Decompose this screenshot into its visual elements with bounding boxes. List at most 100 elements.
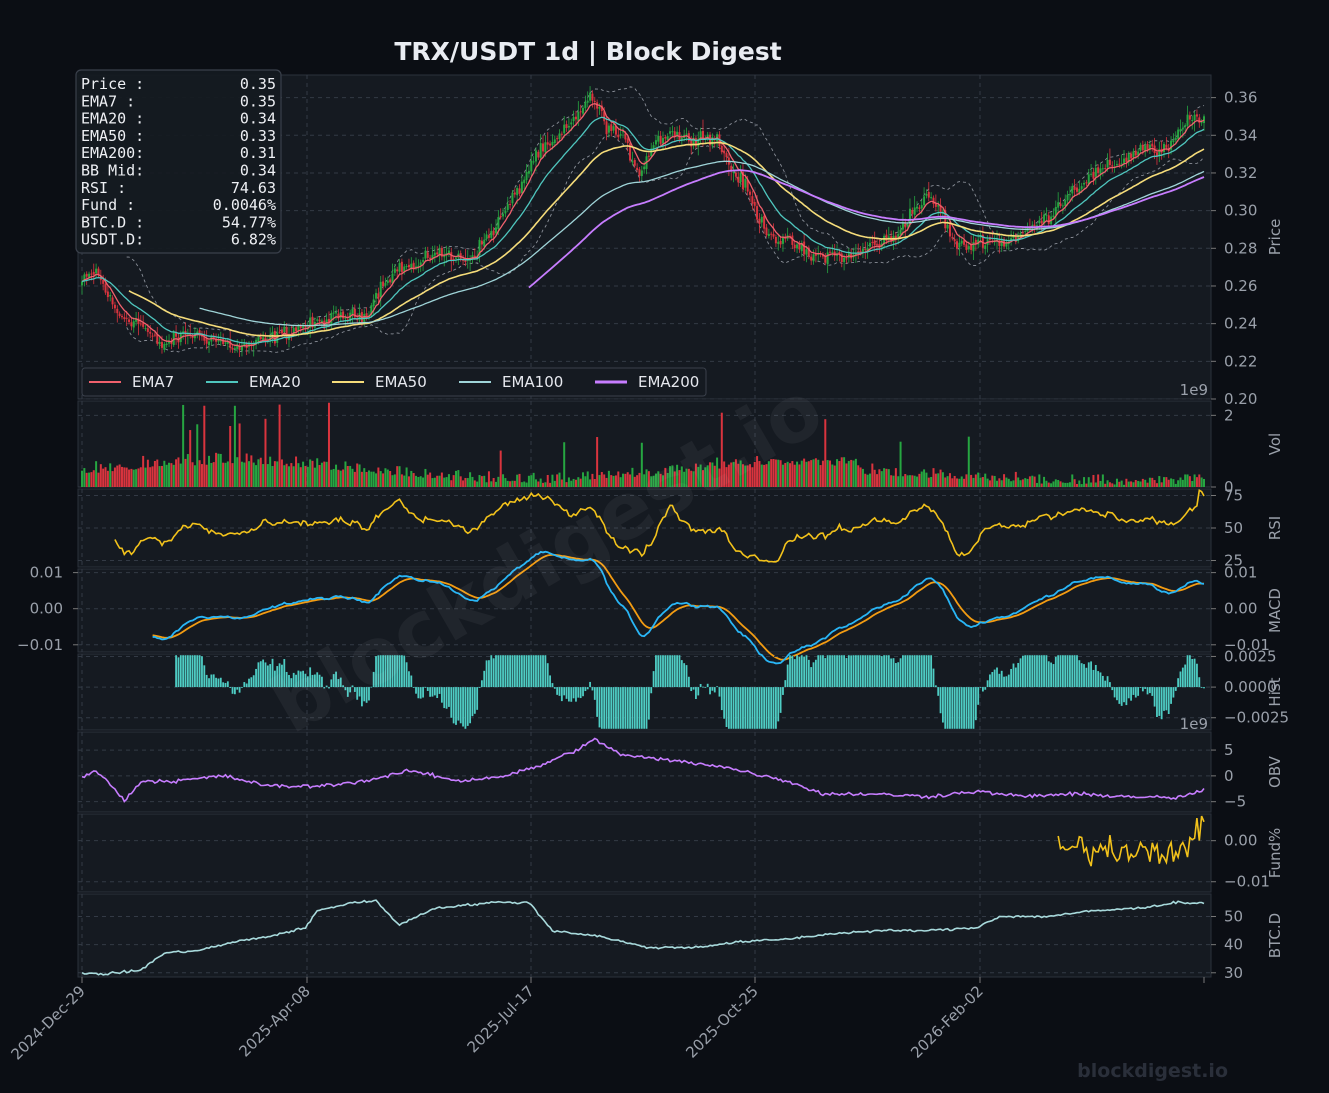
volume-bar (320, 462, 323, 487)
legend-frame (81, 367, 707, 397)
candle-body (335, 312, 338, 314)
volume-bar (965, 474, 968, 487)
hist-bar (1137, 687, 1140, 696)
volume-bar (610, 475, 613, 487)
volume-bar (567, 477, 570, 487)
hist-bar (782, 687, 784, 695)
candle-body (904, 222, 907, 228)
volume-bar (699, 464, 702, 487)
candle-body (135, 319, 138, 322)
volume-bar (504, 478, 507, 487)
hist-bar (415, 687, 417, 694)
hist-bar (306, 676, 309, 688)
hist-bar (297, 670, 300, 688)
volume-bar (948, 473, 951, 487)
volume-bar (953, 475, 956, 487)
volume-bar (403, 475, 406, 487)
volume-bar (144, 467, 147, 487)
candle-body (438, 248, 441, 256)
candle-body (128, 319, 131, 323)
volume-bar (1064, 482, 1067, 487)
hist-bar (706, 683, 709, 688)
volume-bar (1151, 477, 1154, 487)
candle-body (450, 252, 453, 261)
volume-bar (1085, 483, 1088, 487)
candle-body (318, 319, 321, 322)
volume-bar (530, 475, 533, 487)
hist-bar (904, 655, 907, 688)
volume-bar (184, 458, 187, 487)
candle-body (497, 217, 500, 230)
volume-bar (817, 459, 820, 487)
volume-bar (1195, 477, 1198, 487)
candle-body (1106, 159, 1109, 168)
candle-body (494, 227, 497, 234)
candle-body (384, 283, 387, 286)
volume-bar (189, 430, 192, 487)
hist-bar (520, 655, 523, 688)
hist-bar (629, 687, 631, 729)
hist-bar (1170, 687, 1172, 704)
candle-body (436, 252, 439, 255)
volume-bar (883, 468, 886, 487)
candle-body (817, 253, 820, 255)
hist-bar (262, 659, 265, 688)
candle-body (175, 332, 178, 337)
hist-bar (991, 672, 994, 688)
volume-bar (716, 457, 719, 487)
hist-bar (711, 687, 714, 691)
volume-bar (447, 474, 450, 487)
hist-bar (339, 677, 342, 688)
hist-bar (998, 673, 1001, 688)
hist-bar (419, 687, 422, 699)
hist-bar (944, 687, 947, 729)
candle-body (217, 340, 220, 342)
candle-body (657, 135, 660, 142)
volume-bar (473, 480, 476, 487)
volume-bar (1144, 479, 1147, 487)
hist-bar (911, 655, 914, 688)
hist-bar (266, 665, 269, 688)
candle-body (337, 313, 340, 319)
volume-bar (781, 464, 784, 487)
volume-bar (85, 472, 88, 487)
hist-bar (730, 687, 733, 729)
y-tick-label: 40 (1224, 936, 1243, 954)
hist-bar (255, 668, 257, 688)
volume-bar (1043, 476, 1046, 487)
volume-bar (1170, 478, 1173, 487)
candle-body (582, 107, 585, 114)
candle-body (492, 230, 495, 236)
volume-bar (1099, 480, 1102, 487)
hist-bar (1153, 687, 1156, 707)
candle-body (864, 248, 867, 250)
hist-bar (1113, 687, 1116, 698)
volume-bar (829, 460, 831, 487)
volume-bar (549, 482, 552, 487)
volume-bar (866, 474, 869, 487)
volume-bar (772, 459, 775, 487)
candle-body (749, 191, 752, 195)
hist-bar (462, 687, 464, 727)
hist-bar (960, 687, 963, 729)
hist-bar (252, 675, 255, 688)
candle-body (1087, 174, 1090, 185)
hist-bar (445, 687, 448, 709)
candle-body (339, 312, 342, 318)
candle-body (927, 191, 930, 198)
info-value: 0.34 (240, 162, 276, 180)
hist-bar (793, 659, 796, 688)
candle-body (574, 116, 577, 120)
volume-bar (219, 453, 222, 487)
candle-body (948, 224, 951, 237)
hist-bar (737, 687, 740, 729)
candle-body (861, 248, 864, 253)
hist-bar (549, 675, 551, 688)
hist-bar (756, 687, 758, 729)
candle-body (346, 319, 349, 321)
candle-body (972, 241, 975, 252)
candle-body (243, 343, 246, 345)
volume-bar (431, 478, 434, 487)
hist-bar (850, 655, 853, 688)
candle-body (210, 336, 213, 342)
